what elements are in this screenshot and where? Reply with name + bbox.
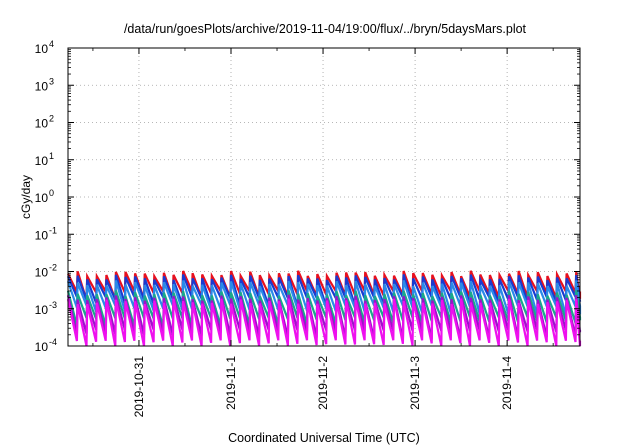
y-tick-exponent: 1 — [49, 151, 54, 161]
y-tick-base: 10 — [35, 154, 49, 168]
y-tick-exponent: -4 — [49, 337, 57, 347]
y-tick-label: 10 — [35, 228, 49, 242]
series-line — [67, 270, 582, 301]
y-tick-base: 10 — [35, 42, 49, 56]
series-line — [66, 280, 582, 316]
y-tick-label: 10 — [35, 266, 49, 280]
y-tick-base: 10 — [35, 191, 49, 205]
y-tick-base: 10 — [35, 303, 49, 317]
y-tick-base: 10 — [35, 79, 49, 93]
y-tick-label: 10 — [35, 117, 49, 131]
series-line — [66, 294, 582, 340]
y-tick-exponent: -2 — [49, 263, 57, 273]
x-axis-ticks: 2019-10-31 2019-11-1 2019-11-2 2019-11-3 201… — [92, 48, 554, 418]
y-axis-label: cGy/day — [19, 175, 33, 219]
y-tick-exponent: -1 — [49, 225, 57, 235]
x-tick-label: 2019-11-2 — [316, 356, 330, 410]
y-tick-exponent: 0 — [49, 188, 54, 198]
chart-title: /data/run/goesPlots/archive/2019-11-04/1… — [124, 22, 527, 36]
x-axis-label: Coordinated Universal Time (UTC) — [228, 431, 420, 445]
y-tick-base: 10 — [35, 266, 49, 280]
y-tick-exponent: -3 — [49, 300, 57, 310]
y-tick-label: 10 — [35, 340, 49, 354]
y-tick-exponent: 2 — [49, 114, 54, 124]
y-tick-base: 10 — [35, 228, 49, 242]
y-tick-base: 10 — [35, 340, 49, 354]
y-tick-label: 10 — [35, 303, 49, 317]
x-tick-label: 2019-11-1 — [224, 356, 238, 410]
x-tick-label: 2019-10-31 — [132, 356, 146, 418]
data-series — [66, 270, 582, 347]
x-tick-label: 2019-11-3 — [408, 356, 422, 410]
y-tick-label: 10 — [35, 42, 49, 56]
y-tick-label: 10 — [35, 79, 49, 93]
x-tick-label: 2019-11-4 — [500, 356, 514, 410]
y-tick-base: 10 — [35, 117, 49, 131]
series-line — [66, 298, 582, 347]
series-line — [66, 274, 582, 308]
series-line — [66, 290, 582, 328]
y-tick-exponent: 3 — [49, 76, 54, 86]
y-tick-exponent: 4 — [49, 39, 54, 49]
y-tick-label: 10 — [35, 191, 49, 205]
y-tick-label: 10 — [35, 154, 49, 168]
